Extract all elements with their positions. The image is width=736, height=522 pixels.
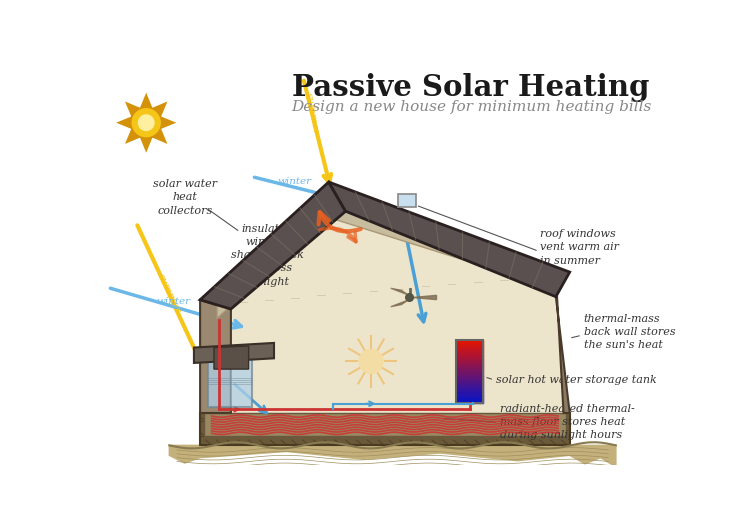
Text: Design a new house for minimum heating bills: Design a new house for minimum heating b… bbox=[291, 100, 651, 114]
Circle shape bbox=[131, 108, 162, 138]
Text: solar water
heat
collectors: solar water heat collectors bbox=[152, 179, 217, 216]
Text: Passive Solar Heating: Passive Solar Heating bbox=[292, 73, 650, 102]
FancyArrowPatch shape bbox=[319, 212, 361, 231]
Polygon shape bbox=[329, 182, 570, 296]
Polygon shape bbox=[391, 300, 408, 307]
Polygon shape bbox=[200, 413, 570, 445]
Text: thermal-mass
back wall stores
the sun's heat: thermal-mass back wall stores the sun's … bbox=[584, 314, 675, 350]
Polygon shape bbox=[200, 182, 346, 309]
Text: winter: winter bbox=[156, 296, 190, 306]
FancyArrowPatch shape bbox=[320, 228, 356, 242]
Polygon shape bbox=[204, 413, 566, 436]
Bar bbox=[456, 340, 484, 403]
Text: radiant-heated thermal-
mass floor stores heat
during sunlight hours: radiant-heated thermal- mass floor store… bbox=[500, 404, 634, 441]
Text: solar hot water storage tank: solar hot water storage tank bbox=[496, 375, 657, 385]
Text: summer: summer bbox=[303, 92, 320, 136]
Bar bbox=[398, 194, 417, 207]
Polygon shape bbox=[214, 346, 249, 369]
Polygon shape bbox=[200, 300, 231, 413]
Circle shape bbox=[138, 114, 155, 131]
Text: roof windows
vent warm air
in summer: roof windows vent warm air in summer bbox=[540, 229, 620, 266]
Polygon shape bbox=[116, 93, 176, 153]
Polygon shape bbox=[194, 343, 274, 363]
Circle shape bbox=[358, 349, 383, 374]
Polygon shape bbox=[208, 355, 252, 407]
Polygon shape bbox=[217, 204, 556, 318]
Polygon shape bbox=[413, 295, 436, 300]
Polygon shape bbox=[391, 288, 408, 295]
Polygon shape bbox=[169, 445, 616, 467]
Polygon shape bbox=[556, 275, 570, 413]
Text: insulated
window
shades block
heat loss
at night: insulated window shades block heat loss … bbox=[230, 224, 303, 287]
Text: winter: winter bbox=[277, 176, 311, 185]
Polygon shape bbox=[206, 204, 564, 413]
Text: summer: summer bbox=[156, 272, 183, 315]
Circle shape bbox=[406, 294, 414, 301]
